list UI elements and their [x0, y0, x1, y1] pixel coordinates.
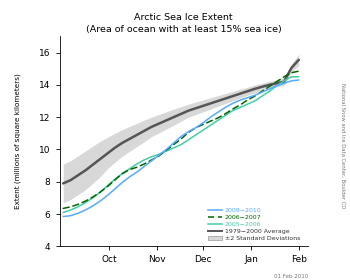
Text: National Snow and Ice Data Center, Boulder CO: National Snow and Ice Data Center, Bould… — [340, 83, 345, 208]
Title: Arctic Sea Ice Extent
(Area of ocean with at least 15% sea ice): Arctic Sea Ice Extent (Area of ocean wit… — [86, 13, 282, 34]
Y-axis label: Extent (millions of square kilometers): Extent (millions of square kilometers) — [14, 74, 21, 209]
Text: 01 Feb 2010: 01 Feb 2010 — [274, 274, 308, 279]
Legend: 2009−2010, 2006−2007, 2005−2006, 1979−2000 Average, ±2 Standard Deviations: 2009−2010, 2006−2007, 2005−2006, 1979−20… — [208, 208, 300, 241]
